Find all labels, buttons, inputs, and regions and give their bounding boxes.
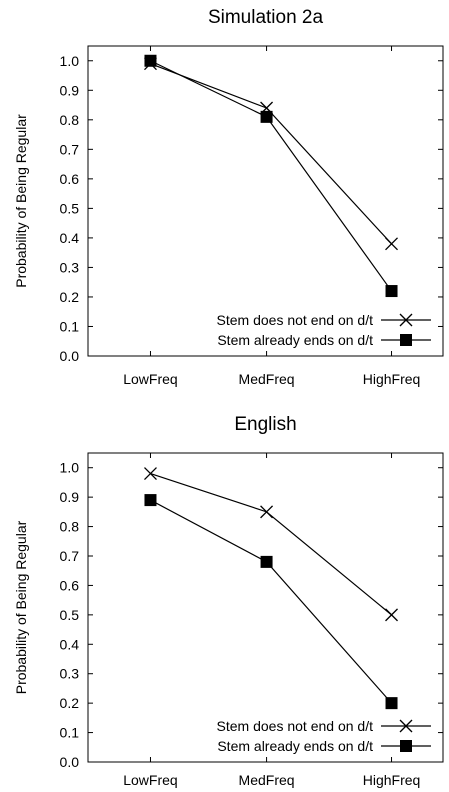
square-marker xyxy=(385,285,398,298)
x-tick-label: MedFreq xyxy=(239,772,295,788)
x-marker xyxy=(385,237,398,251)
y-tick-label: 0.2 xyxy=(60,695,80,711)
series-2 xyxy=(144,494,398,710)
chart-title: Simulation 2a xyxy=(208,7,324,28)
x-marker-stroke xyxy=(399,719,413,733)
x-marker-stroke xyxy=(399,313,413,327)
y-tick-label: 0.7 xyxy=(60,548,80,564)
x-marker xyxy=(399,719,413,733)
y-tick-label: 0.4 xyxy=(60,636,80,652)
y-tick-label: 0.9 xyxy=(60,489,80,505)
square-marker xyxy=(144,494,157,507)
series-1 xyxy=(144,467,398,622)
legend-label: Stem already ends on d/t xyxy=(217,332,373,348)
x-marker-stroke xyxy=(260,505,274,519)
y-tick-label: 0.0 xyxy=(60,754,80,770)
y-tick-label: 0.3 xyxy=(60,259,80,275)
legend-label: Stem already ends on d/t xyxy=(217,738,373,754)
legend-entry: Stem already ends on d/t xyxy=(217,332,431,348)
square-marker xyxy=(260,110,273,123)
x-marker-stroke xyxy=(144,467,157,481)
y-tick-label: 0.5 xyxy=(60,607,80,623)
x-marker xyxy=(260,505,274,519)
chart-2: English 0.0 0.1 0.2 0.3 0.4 0.5 0.6 0.7 0.8 0.9 1.0… xyxy=(13,414,444,788)
y-tick-label: 1.0 xyxy=(60,53,80,69)
y-tick-label: 0.9 xyxy=(60,82,80,98)
y-tick-label: 0.0 xyxy=(60,348,80,364)
x-tick-label: LowFreq xyxy=(123,371,177,387)
x-tick-label: HighFreq xyxy=(363,371,421,387)
y-tick-label: 0.5 xyxy=(60,200,80,216)
series-1 xyxy=(144,57,398,251)
square-marker xyxy=(260,555,273,568)
y-tick-label: 0.1 xyxy=(60,318,80,334)
square-marker xyxy=(385,697,398,710)
x-tick-label: HighFreq xyxy=(363,772,421,788)
series-line xyxy=(150,473,392,616)
legend-label: Stem does not end on d/t xyxy=(217,312,374,328)
y-tick-label: 0.6 xyxy=(60,577,80,593)
plot-frame xyxy=(87,45,444,357)
chart-1: Simulation 2a 0.0 0.1 0.2 0.3 0.4 0.5 0.6 0.7 0.8… xyxy=(13,7,444,387)
square-marker xyxy=(400,740,412,752)
series-line xyxy=(150,499,392,704)
series-line xyxy=(150,60,393,292)
legend-entry: Stem already ends on d/t xyxy=(217,738,431,754)
y-tick-label: 0.2 xyxy=(60,289,80,305)
legend-entry: Stem does not end on d/t xyxy=(217,718,431,734)
x-marker xyxy=(385,608,398,622)
y-tick-label: 0.8 xyxy=(60,112,80,128)
chart-title: English xyxy=(234,414,296,435)
y-tick-label: 0.6 xyxy=(60,171,80,187)
x-marker xyxy=(399,313,413,327)
plot-frame xyxy=(87,452,444,763)
y-tick-label: 0.8 xyxy=(60,519,80,535)
y-tick-label: 1.0 xyxy=(60,460,80,476)
legend-label: Stem does not end on d/t xyxy=(217,718,374,734)
x-marker xyxy=(144,467,157,481)
y-tick-label: 0.7 xyxy=(60,141,80,157)
y-axis-label: Probability of Being Regular xyxy=(13,114,29,288)
x-marker-stroke xyxy=(385,608,398,622)
y-tick-label: 0.1 xyxy=(60,725,80,741)
y-tick-label: 0.3 xyxy=(60,666,80,682)
square-marker xyxy=(144,54,157,67)
y-tick-label: 0.4 xyxy=(60,230,80,246)
series-line xyxy=(150,63,392,245)
x-tick-label: MedFreq xyxy=(239,371,295,387)
legend-entry: Stem does not end on d/t xyxy=(217,312,431,328)
series-2 xyxy=(144,54,398,298)
y-axis-label: Probability of Being Regular xyxy=(13,520,29,694)
x-marker-stroke xyxy=(385,237,398,251)
square-marker xyxy=(400,334,412,346)
x-tick-label: LowFreq xyxy=(123,772,177,788)
